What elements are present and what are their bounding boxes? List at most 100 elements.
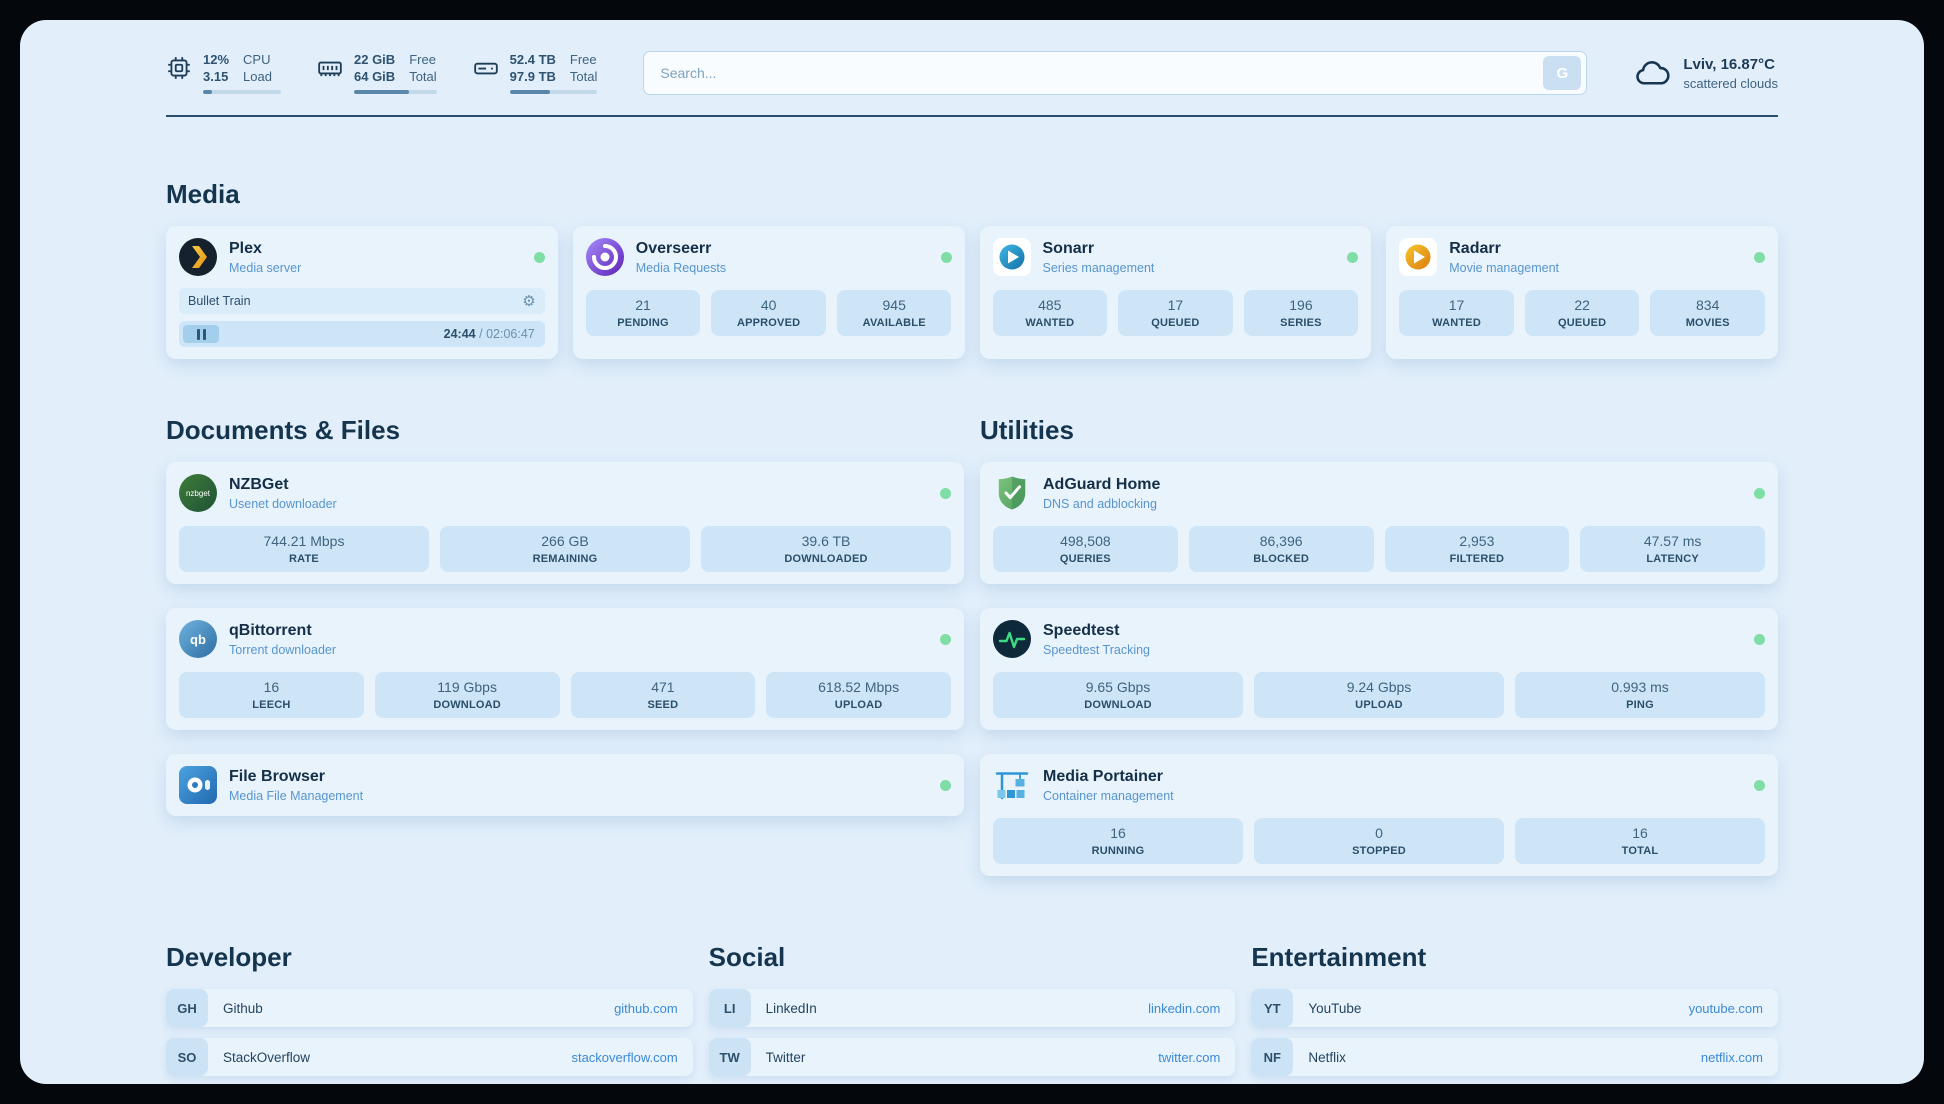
bookmark-linkedin[interactable]: LI LinkedIn linkedin.com [708, 989, 1236, 1027]
bookmark-badge: SO [166, 1038, 208, 1076]
status-dot [940, 779, 951, 791]
weather-condition: scattered clouds [1683, 75, 1778, 91]
disk-total-value: 97.9 TB [509, 69, 556, 84]
gear-icon[interactable]: ⚙ [522, 292, 536, 310]
section-title-entertainment: Entertainment [1251, 942, 1427, 972]
pause-icon[interactable] [183, 325, 219, 343]
stat-box: 22 QUEUED [1524, 290, 1640, 336]
system-stats: 12% 3.15 CPU Load [166, 52, 598, 94]
bookmark-name: YouTube [1308, 1000, 1362, 1016]
stat-box: 9.24 Gbps UPLOAD [1254, 672, 1504, 718]
stat-box: 2,953 FILTERED [1384, 526, 1570, 572]
stat-box: 86,396 BLOCKED [1188, 526, 1374, 572]
playback-current-time: 24:44 [443, 327, 476, 341]
app-subtitle: Usenet downloader [229, 496, 337, 511]
ram-total-label: Total [409, 69, 437, 84]
app-name: Radarr [1449, 239, 1501, 257]
status-dot [1347, 251, 1359, 263]
bookmark-name: LinkedIn [765, 1000, 817, 1016]
app-card-plex[interactable]: Plex Media server Bullet Train ⚙ 24:44 [166, 226, 558, 359]
status-dot [940, 251, 952, 263]
app-name: Media Portainer [1043, 767, 1164, 785]
stat-box: 17 QUEUED [1118, 290, 1233, 336]
cpu-stat: 12% 3.15 CPU Load [166, 52, 281, 94]
qbittorrent-icon: qb [179, 620, 217, 658]
status-dot [1754, 779, 1765, 791]
bookmark-name: Github [223, 1000, 263, 1016]
bookmark-url[interactable]: stackoverflow.com [571, 1049, 678, 1065]
playback-progress-bar[interactable]: 24:44 / 02:06:47 [179, 321, 545, 347]
ram-stat: 22 GiB 64 GiB Free Total [317, 52, 437, 94]
stat-box: 485 WANTED [992, 290, 1108, 336]
cpu-progress-bar [203, 90, 281, 94]
status-dot [1754, 633, 1765, 645]
stat-box: 21 PENDING [585, 290, 701, 336]
bookmark-badge: YT [1251, 989, 1294, 1027]
app-card-radarr[interactable]: Radarr Movie management 17 WANTED 22 QUE… [1386, 226, 1778, 359]
ram-free-label: Free [409, 52, 436, 67]
bookmark-badge: TW [708, 1038, 751, 1076]
status-dot [1754, 487, 1765, 499]
bookmark-name: Twitter [765, 1049, 806, 1065]
disk-free-label: Free [569, 52, 597, 67]
section-title-media: Media [166, 179, 240, 209]
bookmark-badge: GH [166, 989, 208, 1027]
search-input[interactable] [644, 65, 1544, 81]
bookmark-url[interactable]: twitter.com [1158, 1049, 1221, 1065]
app-card-adguard[interactable]: AdGuard Home DNS and adblocking 498,508 … [980, 462, 1778, 584]
stat-box: 47.57 ms LATENCY [1580, 526, 1765, 572]
disk-total-label: Total [569, 69, 598, 84]
playback-total-time: 02:06:47 [486, 327, 535, 341]
cpu-load-label: Load [243, 69, 272, 84]
stat-box: 16 LEECH [179, 672, 364, 718]
app-card-overseerr[interactable]: Overseerr Media Requests 21 PENDING 40 A… [572, 226, 965, 359]
section-title-developer: Developer [166, 942, 292, 972]
nzbget-icon: nzbget [179, 474, 217, 512]
stat-box: 834 MOVIES [1650, 290, 1765, 336]
bookmark-netflix[interactable]: NF Netflix netflix.com [1251, 1038, 1778, 1076]
app-card-speedtest[interactable]: Speedtest Speedtest Tracking 9.65 Gbps D… [980, 608, 1778, 730]
cloud-icon [1636, 61, 1670, 85]
now-playing-title: Bullet Train [188, 294, 251, 308]
search-bar: G [643, 51, 1588, 95]
app-subtitle: Media File Management [229, 788, 364, 803]
app-card-sonarr[interactable]: Sonarr Series management 485 WANTED 17 Q… [979, 226, 1372, 359]
app-name: AdGuard Home [1043, 475, 1161, 493]
section-title-documents: Documents & Files [166, 415, 401, 445]
plex-icon [179, 238, 217, 276]
svg-text:qb: qb [190, 632, 206, 647]
app-name: File Browser [229, 767, 326, 785]
search-engine-button[interactable]: G [1543, 56, 1582, 90]
bookmark-youtube[interactable]: YT YouTube youtube.com [1251, 989, 1778, 1027]
bookmark-twitter[interactable]: TW Twitter twitter.com [708, 1038, 1236, 1076]
sonarr-icon [992, 238, 1031, 276]
bookmark-url[interactable]: linkedin.com [1148, 1000, 1221, 1016]
ram-progress-bar [354, 90, 437, 94]
app-card-portainer[interactable]: Media Portainer Container management 16 … [980, 754, 1778, 876]
bookmark-github[interactable]: GH Github github.com [166, 989, 693, 1027]
status-dot [1754, 251, 1765, 263]
weather-widget[interactable]: Lviv, 16.87°C scattered clouds [1633, 54, 1778, 92]
playback-time-separator: / [479, 327, 483, 341]
bookmark-stackoverflow[interactable]: SO StackOverflow stackoverflow.com [166, 1038, 693, 1076]
app-card-qbittorrent[interactable]: qb qBittorrent Torrent downloader 16 [166, 608, 964, 730]
app-name: Overseerr [635, 239, 712, 257]
bookmark-badge: LI [708, 989, 751, 1027]
disk-icon [473, 62, 498, 75]
app-card-filebrowser[interactable]: File Browser Media File Management [166, 754, 964, 816]
weather-location: Lviv, 16.87°C [1683, 55, 1775, 73]
header-divider [166, 115, 1778, 117]
app-subtitle: Speedtest Tracking [1043, 642, 1151, 657]
bookmark-url[interactable]: netflix.com [1700, 1049, 1763, 1065]
disk-stat: 52.4 TB 97.9 TB Free Total [473, 52, 598, 94]
stat-box: 119 Gbps DOWNLOAD [374, 672, 560, 718]
bookmark-url[interactable]: youtube.com [1688, 1000, 1763, 1016]
portainer-icon [995, 772, 1029, 800]
now-playing-row: Bullet Train ⚙ [179, 288, 545, 314]
app-subtitle: Media Requests [635, 260, 727, 275]
app-name: NZBGet [229, 475, 289, 493]
stat-box: 618.52 Mbps UPLOAD [766, 672, 951, 718]
app-card-nzbget[interactable]: nzbget NZBGet Usenet downloader 744.21 M… [166, 462, 964, 584]
bookmark-url[interactable]: github.com [614, 1000, 678, 1016]
app-subtitle: DNS and adblocking [1043, 496, 1157, 511]
